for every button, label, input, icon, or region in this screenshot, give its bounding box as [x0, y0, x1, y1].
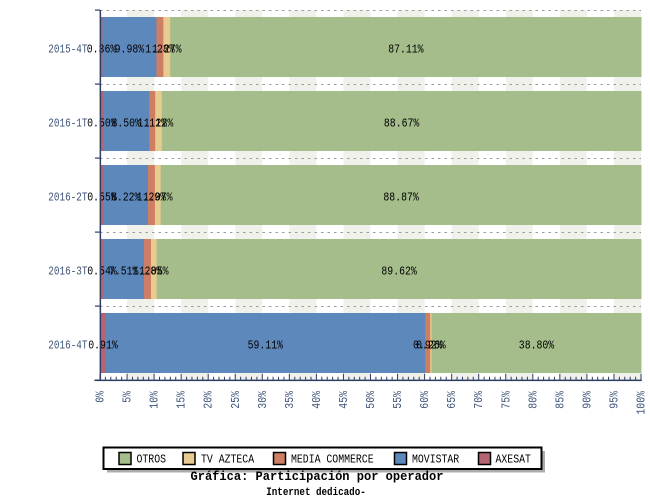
svg-text:88.87%: 88.87%: [383, 191, 419, 205]
svg-text:0.26%: 0.26%: [416, 339, 446, 353]
svg-text:30%: 30%: [256, 390, 270, 408]
svg-text:55%: 55%: [391, 390, 405, 408]
svg-text:7.51%: 7.51%: [109, 265, 139, 279]
svg-text:2016-2T: 2016-2T: [48, 191, 87, 205]
svg-text:0.54%: 0.54%: [87, 265, 117, 279]
svg-text:50%: 50%: [364, 390, 378, 408]
svg-text:1.07%: 1.07%: [143, 191, 173, 205]
svg-text:59.11%: 59.11%: [248, 339, 284, 353]
svg-text:2016-4T: 2016-4T: [48, 339, 87, 353]
svg-text:0.50%: 0.50%: [87, 117, 117, 131]
svg-text:9.98%: 9.98%: [115, 43, 145, 57]
svg-text:Internet dedicado-: Internet dedicado-: [266, 487, 366, 499]
svg-text:8.22%: 8.22%: [111, 191, 141, 205]
svg-text:0%: 0%: [94, 390, 108, 402]
svg-text:45%: 45%: [337, 390, 351, 408]
svg-text:20%: 20%: [202, 390, 216, 408]
svg-text:2016-1T: 2016-1T: [48, 117, 87, 131]
svg-text:85%: 85%: [553, 390, 567, 408]
svg-text:65%: 65%: [445, 390, 459, 408]
svg-text:70%: 70%: [472, 390, 486, 408]
svg-text:MEDIA COMMERCE: MEDIA COMMERCE: [291, 453, 374, 467]
svg-text:40%: 40%: [310, 390, 324, 408]
svg-text:15%: 15%: [175, 390, 189, 408]
svg-text:1.22%: 1.22%: [144, 117, 174, 131]
svg-text:2015-4T: 2015-4T: [48, 43, 87, 57]
svg-text:5%: 5%: [121, 390, 135, 402]
svg-text:88.67%: 88.67%: [384, 117, 420, 131]
svg-text:75%: 75%: [499, 390, 513, 408]
svg-text:60%: 60%: [418, 390, 432, 408]
svg-text:100%: 100%: [635, 390, 649, 414]
svg-text:25%: 25%: [229, 390, 243, 408]
svg-text:OTROS: OTROS: [137, 453, 167, 467]
svg-text:80%: 80%: [526, 390, 540, 408]
svg-text:10%: 10%: [148, 390, 162, 408]
svg-text:89.62%: 89.62%: [381, 265, 417, 279]
svg-text:1.05%: 1.05%: [139, 265, 169, 279]
svg-text:0.55%: 0.55%: [87, 191, 117, 205]
svg-text:95%: 95%: [607, 390, 621, 408]
svg-text:2016-3T: 2016-3T: [48, 265, 87, 279]
svg-text:90%: 90%: [580, 390, 594, 408]
svg-text:0.91%: 0.91%: [88, 339, 118, 353]
svg-text:1.28%: 1.28%: [145, 43, 175, 57]
svg-text:8.50%: 8.50%: [111, 117, 141, 131]
svg-text:AXESAT: AXESAT: [496, 453, 531, 467]
svg-text:Gráfica: Participación por ope: Gráfica: Participación por operador: [191, 469, 444, 484]
svg-text:1.11%: 1.11%: [137, 117, 167, 131]
svg-text:1.28%: 1.28%: [133, 265, 163, 279]
svg-text:TV AZTECA: TV AZTECA: [201, 453, 255, 467]
svg-text:38.80%: 38.80%: [519, 339, 555, 353]
svg-text:MOVISTAR: MOVISTAR: [412, 453, 459, 467]
svg-text:1.29%: 1.29%: [137, 191, 167, 205]
svg-text:87.11%: 87.11%: [388, 43, 424, 57]
svg-text:35%: 35%: [283, 390, 297, 408]
svg-text:1.27%: 1.27%: [152, 43, 182, 57]
svg-text:0.92%: 0.92%: [413, 339, 443, 353]
svg-text:0.36%: 0.36%: [87, 43, 117, 57]
